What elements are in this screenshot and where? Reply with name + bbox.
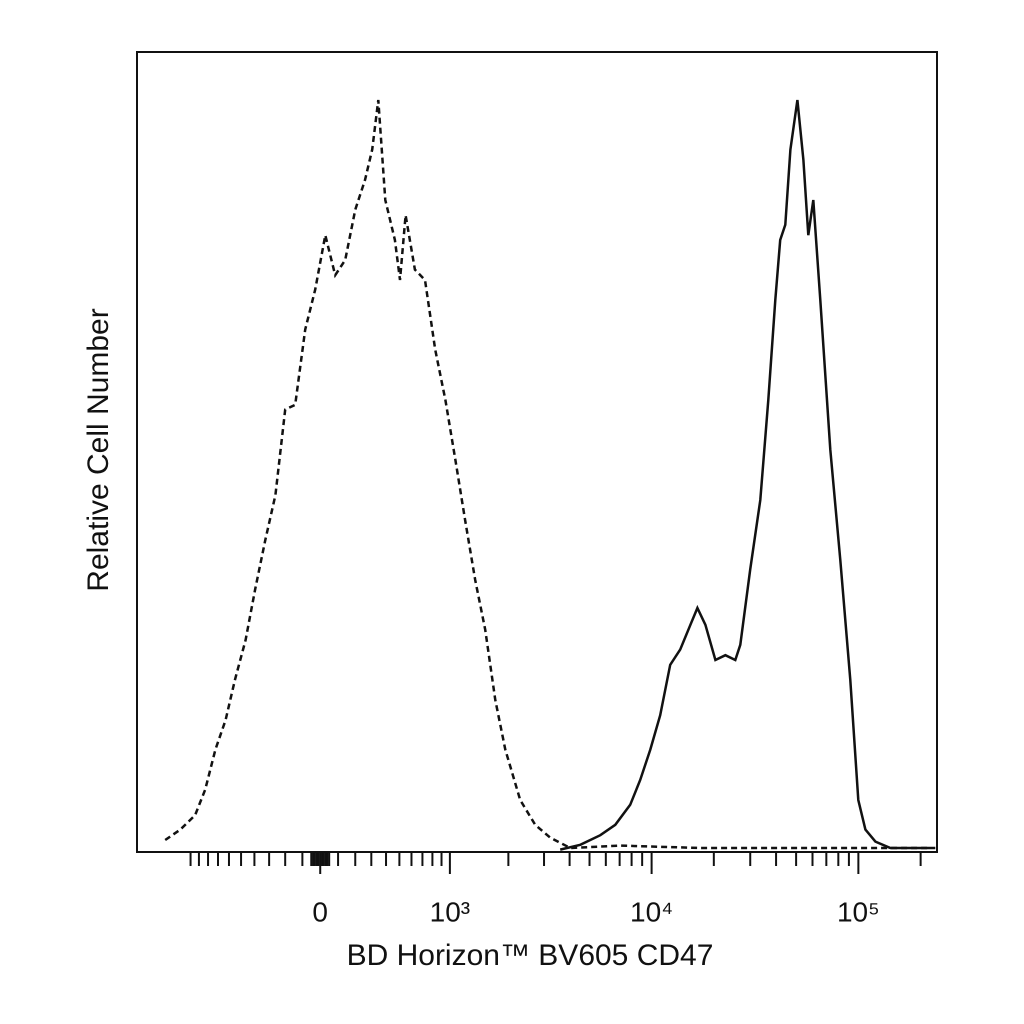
x-tick-label: 10⁵ (837, 896, 880, 927)
histogram-line (164, 99, 931, 850)
x-tick-label: 10³ (430, 896, 470, 927)
x-tick-label: 0 (312, 896, 328, 927)
x-axis-label: BD Horizon™ BV605 CD47 (347, 939, 714, 972)
histogram-line (559, 99, 936, 851)
y-axis-label: Relative Cell Number (82, 308, 115, 591)
plot-frame (136, 51, 938, 853)
x-tick-label: 10⁴ (630, 896, 673, 927)
